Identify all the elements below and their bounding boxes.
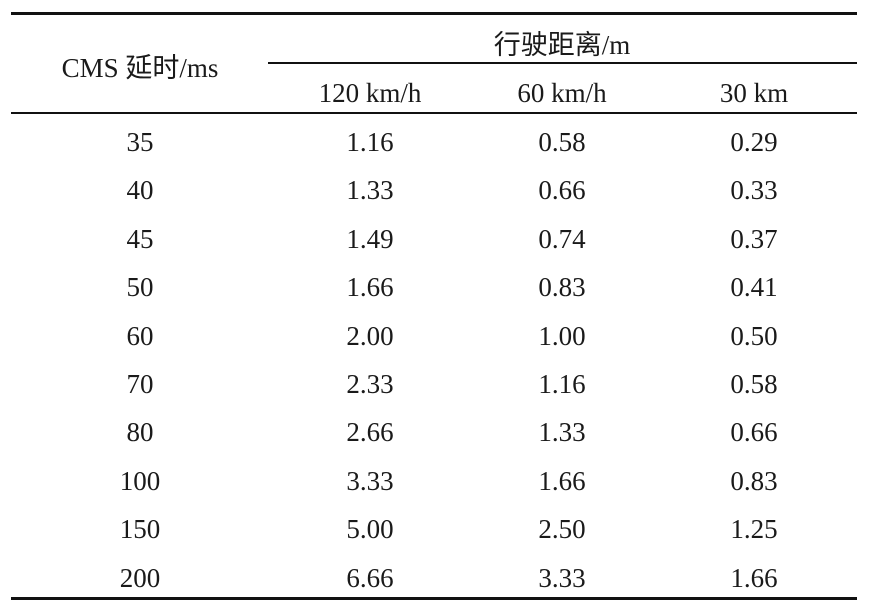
column-header: 120 km/h [318, 78, 422, 108]
table-header-rule [11, 112, 857, 114]
table-cell-distance: 0.83 [538, 272, 586, 303]
table-cell-distance: 1.33 [538, 417, 586, 448]
table-cell-distance: 0.37 [730, 223, 778, 254]
table-cell-delay: 40 [126, 175, 154, 206]
table-cell-distance: 0.66 [538, 175, 586, 206]
table-cell-distance: 0.66 [730, 417, 778, 448]
table-cell-distance: 1.16 [538, 369, 586, 399]
table-cell-delay: 50 [126, 272, 154, 303]
table-cell-distance: 1.66 [538, 465, 586, 496]
table-cell-distance: 0.74 [538, 223, 586, 254]
table-cell-distance: 2.33 [346, 369, 394, 399]
column-header: 60 km/h [517, 78, 607, 108]
table-cell-delay: 100 [119, 465, 161, 496]
table-cell-delay: 80 [126, 417, 154, 448]
table-cell-distance: 0.83 [730, 465, 778, 496]
table-cell-distance: 0.50 [730, 320, 778, 351]
table-cell-distance: 3.33 [346, 465, 394, 496]
row-header-label: CMS 延时/ms [61, 53, 219, 83]
table-cell-distance: 1.66 [346, 272, 394, 303]
table-cell-distance: 1.25 [730, 514, 778, 545]
table-bottom-rule [11, 597, 857, 600]
table-cell-distance: 1.00 [538, 320, 586, 351]
table-cell-distance: 1.16 [346, 127, 394, 157]
table-cell-distance: 2.00 [346, 320, 394, 351]
table-cell-delay: 150 [119, 514, 161, 545]
table-top-rule [11, 12, 857, 15]
table-cell-distance: 0.58 [538, 127, 586, 157]
table-cell-delay: 35 [126, 127, 154, 157]
table-cell-distance: 0.29 [730, 127, 778, 157]
table-cell-distance: 1.33 [346, 175, 394, 206]
table-cell-delay: 60 [126, 320, 154, 351]
table-cell-distance: 2.50 [538, 514, 586, 545]
group-header-label: 行驶距离/m [493, 30, 631, 60]
table-cell-distance: 0.58 [730, 369, 778, 399]
table-cell-distance: 2.66 [346, 417, 394, 448]
table-cell-distance: 0.41 [730, 272, 778, 303]
table-cell-distance: 0.33 [730, 175, 778, 206]
table-cell-delay: 45 [126, 223, 154, 254]
table-cell-delay: 200 [119, 562, 161, 593]
table-cell-distance: 1.49 [346, 223, 394, 254]
column-header: 30 km [719, 78, 789, 108]
table-cell-delay: 70 [126, 369, 154, 399]
table-cell-distance: 1.66 [730, 562, 778, 593]
table-cell-distance: 3.33 [538, 562, 586, 593]
table-sub-header-rule [268, 62, 857, 64]
table-cell-distance: 5.00 [346, 514, 394, 545]
table-cell-distance: 6.66 [346, 562, 394, 593]
